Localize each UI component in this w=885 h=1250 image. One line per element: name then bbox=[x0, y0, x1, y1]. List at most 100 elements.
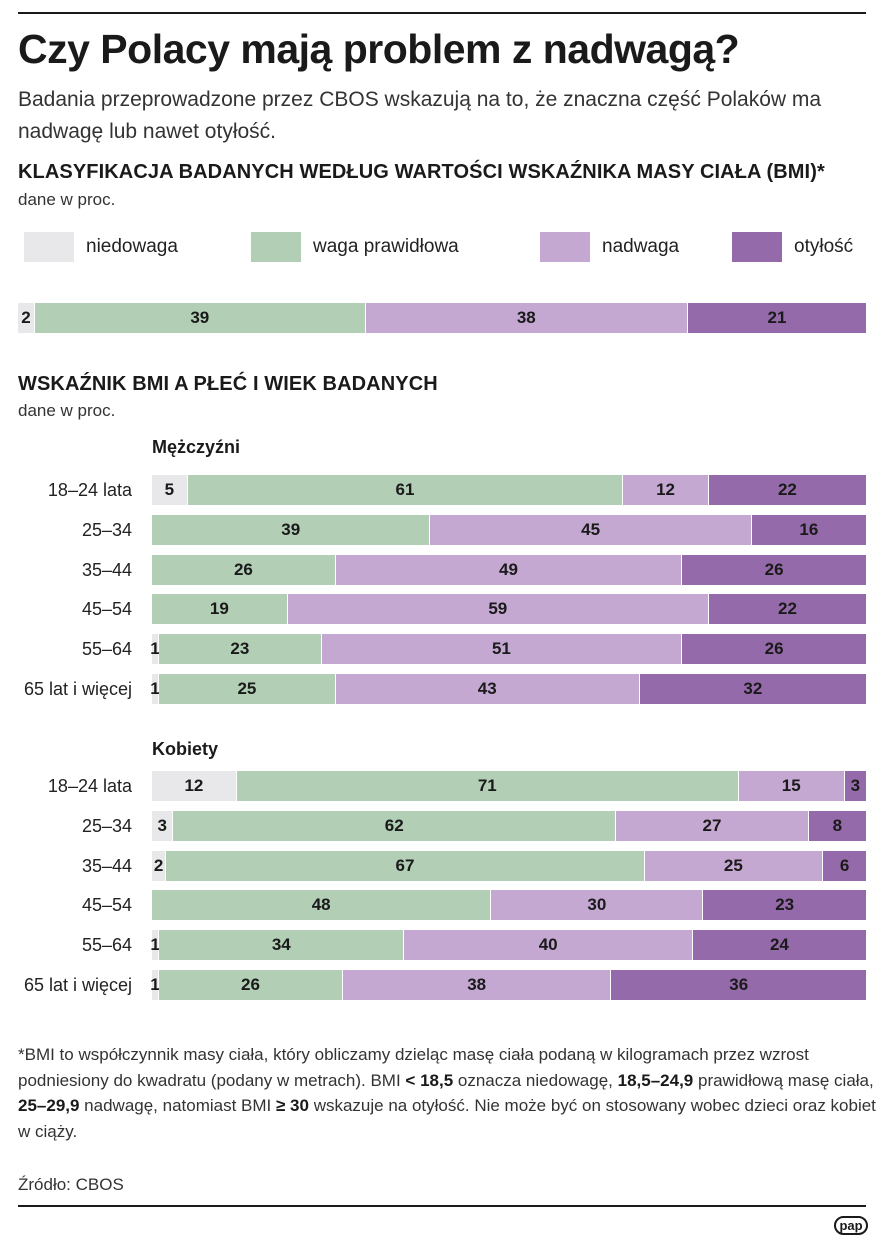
footnote-text: oznacza niedowagę, bbox=[453, 1070, 618, 1090]
bar-segment-nadwaga: 38 bbox=[342, 970, 612, 1000]
bar-segment-niedowaga: 3 bbox=[152, 810, 174, 841]
legend-item-otylosc: otyłość bbox=[732, 232, 853, 262]
bar-segment-niedowaga: 1 bbox=[150, 970, 160, 1000]
bar-segment-nadwaga: 27 bbox=[616, 810, 809, 841]
group-label-women: Kobiety bbox=[152, 739, 219, 759]
row-label: 55–64 bbox=[81, 935, 132, 956]
bar-segment-waga-prawidlowa: 25 bbox=[159, 674, 336, 704]
bar-segment-nadwaga: 38 bbox=[365, 303, 688, 333]
legend-swatch bbox=[732, 232, 782, 262]
page-title: Czy Polacy mają problem z nadwagą? bbox=[18, 26, 740, 72]
stacked-bar: 19 59 22 bbox=[152, 594, 866, 625]
legend-label: nadwaga bbox=[602, 236, 680, 257]
stacked-bar: 48 30 23 bbox=[152, 890, 866, 921]
bar-segment-otylosc: 8 bbox=[808, 810, 866, 841]
bar-segment-nadwaga: 45 bbox=[430, 514, 752, 545]
bar-segment-waga-prawidlowa: 34 bbox=[159, 930, 405, 961]
row-label: 45–54 bbox=[81, 599, 132, 620]
footnote-text: wskazuje na otyłość. Nie może być on sto… bbox=[18, 1096, 876, 1141]
bar-segment-otylosc: 24 bbox=[692, 930, 866, 961]
bottom-rule bbox=[18, 1205, 866, 1207]
bar-segment-nadwaga: 43 bbox=[335, 674, 640, 704]
chart2-unit: dane w proc. bbox=[18, 401, 116, 420]
bar-segment-niedowaga: 1 bbox=[150, 634, 160, 665]
legend-swatch bbox=[540, 232, 590, 262]
legend-item-nadwaga: nadwaga bbox=[540, 232, 679, 262]
bar-segment-waga-prawidlowa: 26 bbox=[152, 554, 336, 585]
bar-segment-waga-prawidlowa: 48 bbox=[152, 890, 492, 921]
bar-segment-otylosc: 26 bbox=[682, 554, 866, 585]
footnote-threshold: < 18,5 bbox=[405, 1070, 454, 1090]
footnote-text: prawidłową masę ciała, bbox=[693, 1070, 874, 1090]
bar-segment-nadwaga: 51 bbox=[321, 634, 683, 665]
bar-segment-nadwaga: 15 bbox=[738, 771, 845, 801]
stacked-bar: 1 34 40 24 bbox=[150, 930, 866, 961]
footnote-text: *BMI to współczynnik masy ciała, który o… bbox=[18, 1045, 809, 1090]
overall-bar: 2 39 38 21 bbox=[18, 303, 866, 335]
bar-segment-otylosc: 6 bbox=[823, 850, 866, 881]
bar-segment-waga-prawidlowa: 67 bbox=[166, 850, 645, 881]
pap-logo: pap bbox=[834, 1216, 868, 1235]
bar-segment-otylosc: 16 bbox=[751, 514, 866, 545]
chart2-title: WSKAŹNIK BMI A PŁEĆ I WIEK BADANYCH bbox=[18, 373, 438, 395]
footnote-threshold: 25–29,9 bbox=[18, 1096, 80, 1115]
row-label: 18–24 lata bbox=[47, 480, 132, 500]
legend-label: otyłość bbox=[794, 236, 854, 257]
bar-segment-niedowaga: 1 bbox=[150, 674, 160, 704]
top-rule bbox=[18, 12, 866, 14]
bar-segment-waga-prawidlowa: 71 bbox=[236, 771, 739, 801]
row-label: 65 lat i więcej bbox=[23, 679, 132, 699]
bar-segment-otylosc: 22 bbox=[708, 594, 866, 625]
legend-item-waga-prawidlowa: waga prawidłowa bbox=[251, 232, 459, 262]
bar-segment-waga-prawidlowa: 62 bbox=[173, 810, 617, 841]
bar-segment-nadwaga: 25 bbox=[644, 850, 824, 881]
legend-swatch bbox=[251, 232, 301, 262]
bar-segment-nadwaga: 59 bbox=[287, 594, 709, 625]
bar-segment-waga-prawidlowa: 19 bbox=[152, 594, 288, 625]
row-label: 35–44 bbox=[81, 855, 132, 876]
bar-segment-waga-prawidlowa: 39 bbox=[152, 514, 431, 545]
bar-segment-nadwaga: 12 bbox=[623, 475, 709, 505]
footnote-text: nadwagę, natomiast BMI bbox=[79, 1096, 276, 1115]
footnote: *BMI to współczynnik masy ciała, który o… bbox=[18, 1042, 878, 1144]
bar-segment-otylosc: 21 bbox=[687, 303, 866, 333]
stacked-bar: 1 23 51 26 bbox=[150, 634, 866, 665]
bar-segment-otylosc: 26 bbox=[682, 634, 866, 665]
stacked-bar: 2 67 25 6 bbox=[152, 850, 866, 881]
row-label: 65 lat i więcej bbox=[23, 975, 132, 995]
stacked-bar: 1 25 43 32 bbox=[150, 674, 866, 704]
bar-segment-niedowaga: 2 bbox=[18, 303, 35, 333]
footnote-threshold: 18,5–24,9 bbox=[617, 1070, 694, 1090]
chart1-unit: dane w proc. bbox=[18, 190, 116, 209]
bar-segment-niedowaga: 1 bbox=[150, 930, 160, 961]
legend-item-niedowaga: niedowaga bbox=[24, 232, 178, 262]
bar-segment-nadwaga: 49 bbox=[335, 554, 683, 585]
bar-segment-otylosc: 22 bbox=[708, 475, 866, 505]
bar-segment-niedowaga: 5 bbox=[152, 475, 188, 505]
bar-segment-waga-prawidlowa: 23 bbox=[159, 634, 322, 665]
legend-swatch bbox=[24, 232, 74, 262]
row-label: 25–34 bbox=[81, 815, 132, 836]
row-label: 55–64 bbox=[81, 639, 132, 660]
legend-label: niedowaga bbox=[86, 236, 178, 257]
stacked-bar: 26 49 26 bbox=[152, 554, 866, 585]
bar-segment-nadwaga: 40 bbox=[404, 930, 693, 961]
bar-segment-otylosc: 23 bbox=[703, 890, 866, 921]
bar-segment-waga-prawidlowa: 39 bbox=[34, 303, 366, 333]
stacked-bar: 1 26 38 36 bbox=[150, 970, 866, 1000]
row-label: 25–34 bbox=[81, 519, 132, 540]
bar-segment-niedowaga: 2 bbox=[152, 850, 167, 881]
row-label: 18–24 lata bbox=[47, 776, 132, 796]
stacked-bar: 5 61 12 22 bbox=[152, 475, 866, 505]
bar-segment-waga-prawidlowa: 61 bbox=[187, 475, 624, 505]
bar-segment-niedowaga: 12 bbox=[152, 771, 237, 801]
source: Źródło: CBOS bbox=[18, 1175, 124, 1194]
group-label-men: Mężczyźni bbox=[152, 437, 241, 457]
bar-segment-otylosc: 32 bbox=[639, 674, 866, 704]
footnote-threshold: ≥ 30 bbox=[276, 1096, 309, 1115]
page-subtitle: Badania przeprowadzone przez CBOS wskazu… bbox=[18, 88, 822, 143]
row-label: 45–54 bbox=[81, 895, 132, 916]
bar-segment-otylosc: 36 bbox=[611, 970, 866, 1000]
bar-segment-otylosc: 3 bbox=[844, 771, 866, 801]
legend-label: waga prawidłowa bbox=[313, 236, 459, 257]
